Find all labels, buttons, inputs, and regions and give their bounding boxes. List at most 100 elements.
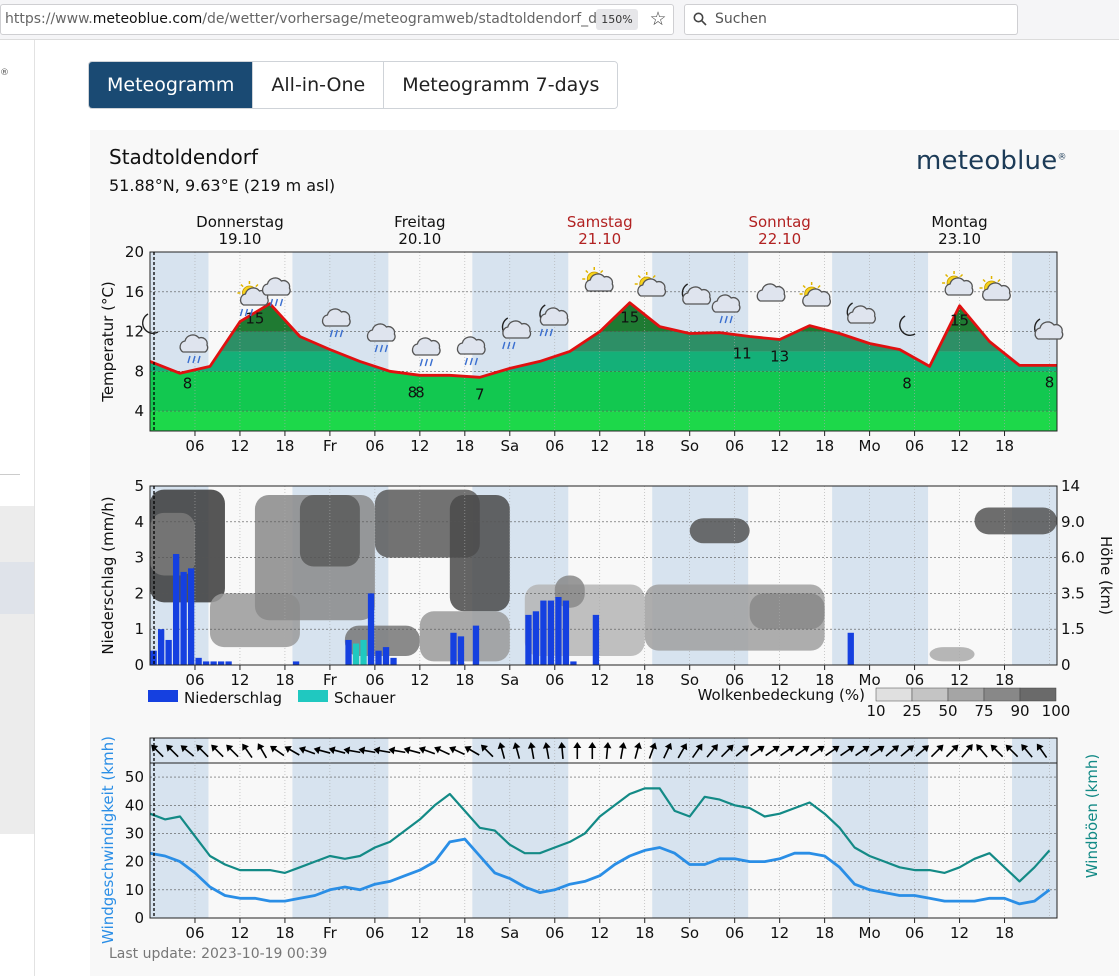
arrow-head	[1036, 743, 1044, 751]
sidebar-panel[interactable]	[0, 506, 34, 834]
height-ytick-label: 6.0	[1061, 549, 1085, 567]
precip-bar	[450, 632, 457, 665]
precip-bar	[180, 571, 187, 665]
arrow-head	[921, 745, 929, 753]
wind-direction-arrow	[196, 744, 209, 758]
cloud-cover-area	[929, 647, 975, 662]
wind-night-band	[472, 738, 569, 918]
wind-ytick-label: 30	[125, 824, 144, 842]
arrow-head	[726, 744, 734, 752]
view-tabs: Meteogramm All-in-One Meteogramm 7-days	[88, 61, 619, 109]
sidebar-selected-item[interactable]	[0, 562, 34, 614]
tab-all-in-one[interactable]: All-in-One	[253, 62, 385, 108]
cloud-shape	[711, 294, 741, 313]
temp-xtick-label: 06	[185, 437, 204, 455]
arrow-head	[936, 744, 944, 752]
arrow-head	[180, 745, 188, 753]
precip-xtick-label: 18	[275, 671, 294, 689]
arrow-head	[558, 742, 567, 749]
precip-xtick-label: 12	[410, 671, 429, 689]
height-ytick-label: 0	[1061, 656, 1071, 674]
rain-drop	[502, 341, 506, 350]
legend-shower-swatch	[298, 690, 328, 702]
height-ytick-label: 3.5	[1061, 584, 1085, 602]
cloud-shape	[411, 337, 441, 356]
rain-drop	[507, 341, 511, 350]
precip-bar	[172, 554, 180, 665]
rain-drop	[512, 341, 516, 350]
wind-direction-arrow	[298, 746, 316, 755]
arrow-head	[434, 746, 442, 754]
tab-meteogramm[interactable]: Meteogramm	[89, 62, 254, 108]
moon-icon	[899, 315, 916, 336]
browser-toolbar: https://www.meteoblue.com/de/wetter/vorh…	[0, 0, 1119, 40]
wind-xtick-label: 12	[950, 924, 969, 942]
precip-xtick-label: 06	[365, 671, 384, 689]
wind-direction-arrow	[855, 745, 870, 757]
precip-xtick-label: 12	[590, 671, 609, 689]
precip-bar	[202, 661, 210, 665]
wind-direction-arrow	[930, 744, 944, 758]
sun-ray	[997, 278, 1001, 283]
search-input[interactable]: Suchen	[684, 4, 1018, 35]
tab-meteogramm-7-days[interactable]: Meteogramm 7-days	[384, 62, 618, 108]
rain-cloud-icon	[366, 323, 396, 353]
wind-direction-arrow	[825, 745, 840, 757]
brand-name: meteoblue	[916, 146, 1058, 176]
precip-night-band	[832, 486, 929, 665]
bookmark-star-icon[interactable]: ☆	[649, 8, 667, 30]
rain-cloud-icon	[456, 336, 486, 366]
arrow-head	[588, 742, 597, 748]
precip-bar	[390, 657, 397, 665]
wind-direction-arrow	[358, 746, 376, 755]
sun-cloud-icon	[799, 282, 831, 307]
url-bar[interactable]: https://www.meteoblue.com/de/wetter/vorh…	[0, 4, 674, 35]
wind-direction-arrow	[226, 744, 239, 758]
arrow-head	[418, 746, 426, 754]
arrow-head	[817, 745, 825, 753]
arrow-head	[877, 745, 885, 753]
arrow-head	[772, 745, 780, 753]
precip-bar	[472, 625, 480, 665]
rain-drop	[269, 298, 274, 307]
temp-value-label: 7	[475, 385, 485, 403]
moon-cloud-icon	[1034, 318, 1064, 340]
cloud-shape	[456, 336, 486, 355]
zoom-badge[interactable]: 150%	[596, 9, 638, 30]
wind-direction-arrow	[810, 745, 825, 757]
wind-direction-arrow	[211, 744, 224, 758]
wind-direction-arrow	[840, 745, 855, 757]
precip-xtick-label: 12	[770, 671, 789, 689]
cloud-shape	[584, 273, 614, 292]
wind-direction-arrow	[900, 745, 914, 757]
cloud-cover-area	[299, 494, 360, 567]
wind-xtick-label: 06	[545, 924, 564, 942]
cloud-shape	[756, 283, 786, 302]
meteoblue-logo[interactable]: meteoblue®	[916, 146, 1067, 176]
precip-ytick-label: 1	[134, 620, 144, 638]
wind-frame	[149, 737, 1058, 919]
rain-drop	[384, 344, 389, 353]
temp-xtick-label: Fr	[323, 437, 338, 455]
arrow-head	[573, 742, 582, 748]
rain-drop	[729, 315, 733, 324]
arrow-head	[512, 742, 521, 750]
rain-drop	[239, 308, 244, 317]
precip-ytick-label: 5	[134, 477, 144, 495]
temp-fill-band	[150, 371, 1057, 412]
temp-ytick-label: 16	[125, 283, 144, 301]
wind-direction-arrow	[464, 746, 480, 756]
rain-drop	[329, 329, 334, 338]
arrow-head	[847, 745, 855, 753]
temp-ytick-label: 12	[125, 323, 144, 341]
wind-direction-arrow	[795, 745, 810, 757]
arrow-head	[634, 742, 642, 750]
arrow-head	[527, 742, 536, 749]
arrow-head	[464, 746, 472, 753]
cloud-legend-label: 90	[1010, 702, 1029, 720]
cloud-legend-label: 25	[902, 702, 921, 720]
rain-drop	[192, 355, 196, 364]
arrow-head	[328, 746, 336, 755]
precip-xtick-label: 06	[905, 671, 924, 689]
